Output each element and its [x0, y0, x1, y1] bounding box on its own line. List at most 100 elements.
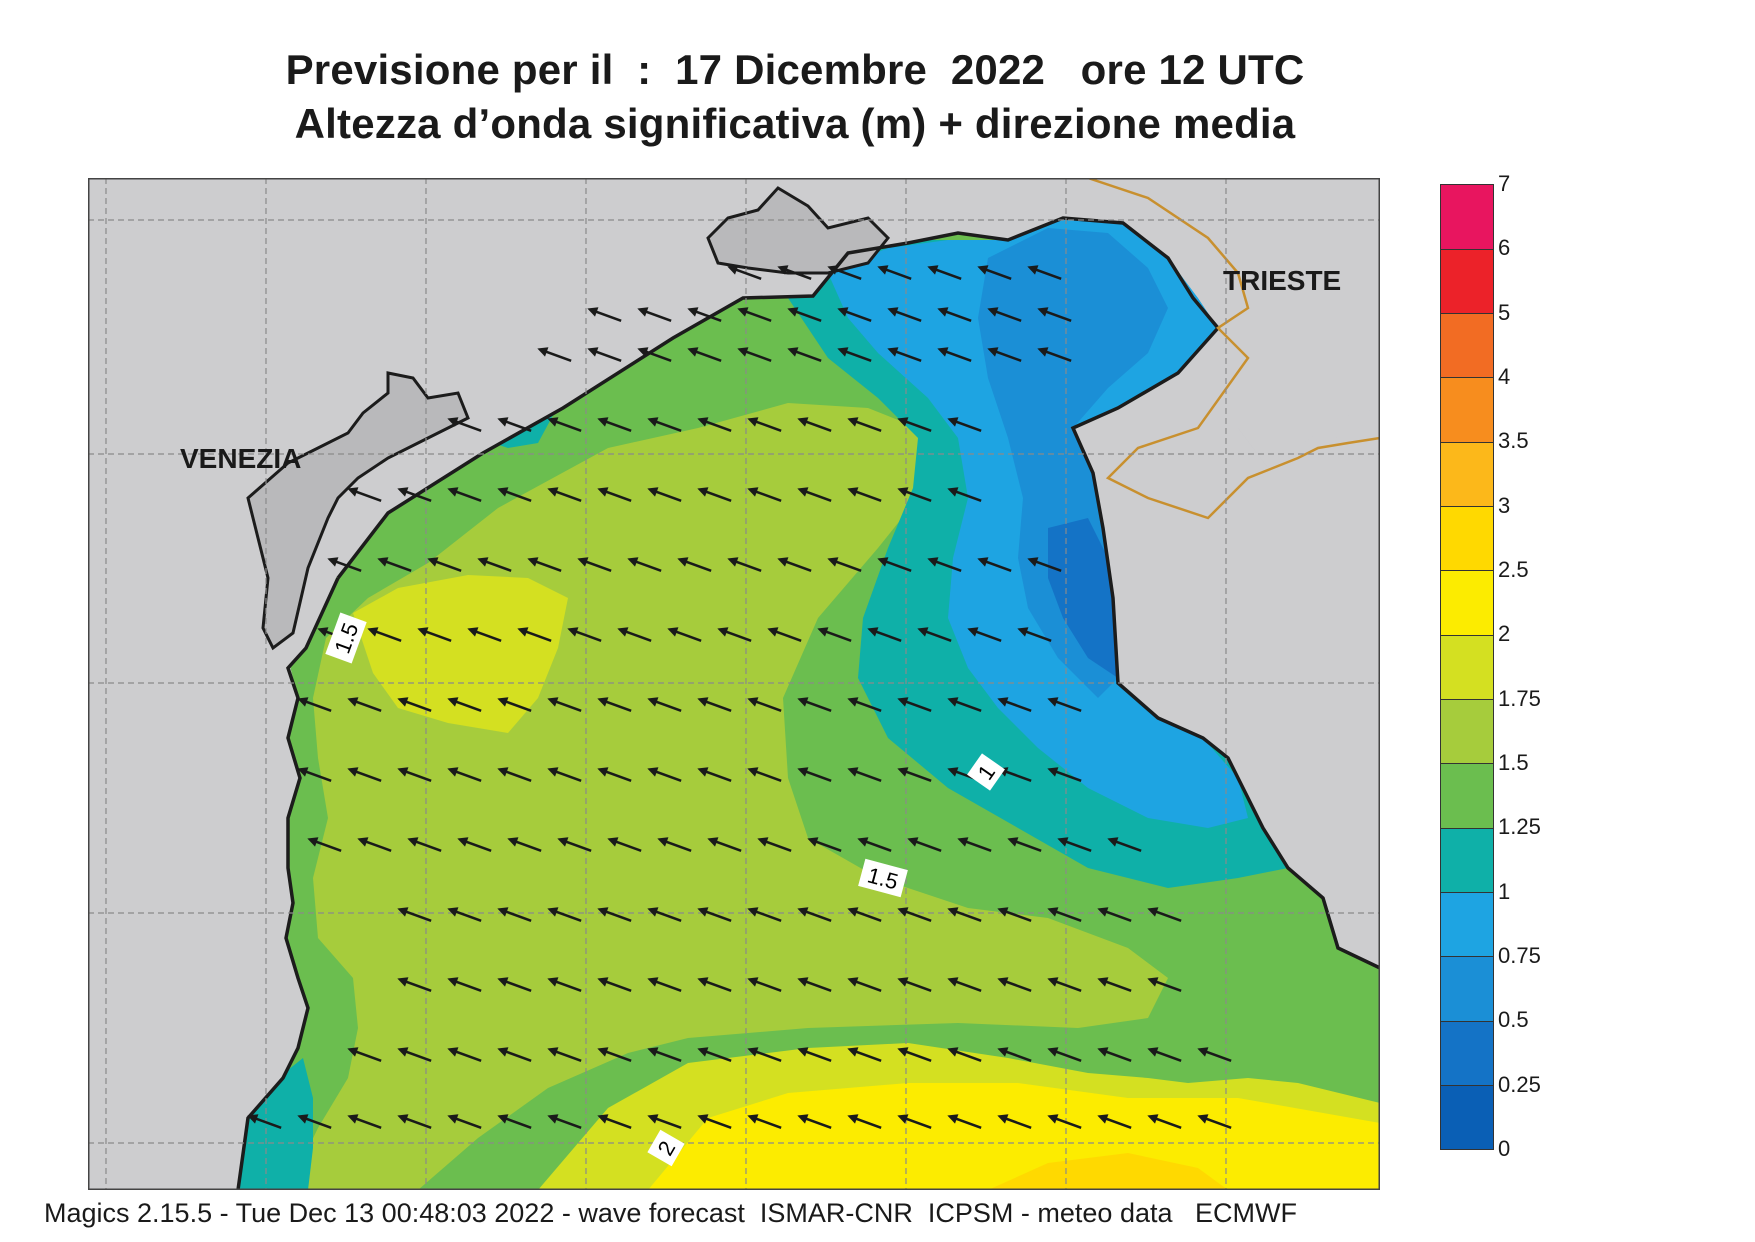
direction-arrow — [1047, 767, 1082, 782]
direction-arrow — [697, 767, 732, 782]
direction-arrow — [847, 1114, 882, 1129]
direction-arrow — [637, 347, 672, 362]
direction-arrow — [847, 977, 882, 992]
legend-swatch — [1440, 1020, 1494, 1087]
direction-arrow — [347, 697, 382, 712]
direction-arrow — [997, 1114, 1032, 1129]
direction-arrow — [327, 557, 362, 572]
legend-tick-label: 3 — [1498, 492, 1511, 518]
direction-arrow — [987, 307, 1022, 322]
direction-arrow — [797, 1114, 832, 1129]
legend-swatch — [1440, 312, 1494, 379]
direction-arrow — [957, 837, 992, 852]
direction-arrow — [877, 557, 912, 572]
legend-swatch — [1440, 634, 1494, 701]
direction-arrow — [1037, 347, 1072, 362]
direction-arrow — [847, 487, 882, 502]
direction-arrow — [857, 837, 892, 852]
direction-arrow — [1197, 1114, 1232, 1129]
direction-arrow — [1197, 1047, 1232, 1062]
legend-tick-label: 4 — [1498, 364, 1511, 389]
direction-arrow — [797, 417, 832, 432]
direction-arrow — [887, 307, 922, 322]
direction-arrow — [747, 907, 782, 922]
legend-swatch — [1440, 956, 1494, 1022]
direction-arrow — [917, 627, 952, 642]
direction-arrow — [1047, 1114, 1082, 1129]
direction-arrow — [697, 1114, 732, 1129]
direction-arrow — [597, 767, 632, 782]
direction-arrow — [947, 977, 982, 992]
direction-arrow — [747, 487, 782, 502]
direction-arrow — [677, 557, 712, 572]
direction-arrow — [647, 767, 682, 782]
direction-arrow — [1027, 557, 1062, 572]
direction-arrow — [447, 417, 482, 432]
direction-arrow — [687, 347, 722, 362]
direction-arrow — [397, 1047, 432, 1062]
direction-arrow — [407, 837, 442, 852]
venice-lagoon — [246, 371, 470, 651]
direction-arrow — [697, 487, 732, 502]
direction-arrow — [937, 347, 972, 362]
direction-arrow — [807, 837, 842, 852]
direction-arrow — [817, 627, 852, 642]
direction-arrow — [347, 767, 382, 782]
direction-arrow — [897, 1114, 932, 1129]
direction-arrow — [647, 1047, 682, 1062]
direction-arrow — [947, 697, 982, 712]
direction-arrow — [797, 487, 832, 502]
direction-arrow — [1147, 1114, 1182, 1129]
direction-arrow — [897, 487, 932, 502]
legend-tick-label: 6 — [1498, 235, 1511, 261]
legend-swatch — [1440, 184, 1494, 250]
legend-tick-label: 7 — [1498, 171, 1511, 196]
direction-arrow — [447, 977, 482, 992]
direction-arrow — [597, 1047, 632, 1062]
direction-arrow — [467, 627, 502, 642]
direction-arrow — [997, 1047, 1032, 1062]
direction-arrow — [747, 417, 782, 432]
legend-tick-label: 0.25 — [1498, 1071, 1541, 1097]
direction-arrow — [367, 627, 402, 642]
legend-tick-label: 0.75 — [1498, 943, 1541, 968]
direction-arrow — [987, 347, 1022, 362]
legend-tick-label: 2 — [1498, 621, 1511, 647]
legend-swatch — [1440, 891, 1494, 958]
direction-arrow — [1047, 977, 1082, 992]
legend-tick-label: 1.5 — [1498, 750, 1529, 775]
direction-arrow — [297, 697, 332, 712]
contour-label-4: 2 — [647, 1129, 685, 1167]
direction-arrow — [977, 265, 1012, 280]
direction-arrow — [797, 767, 832, 782]
direction-arrow — [397, 1114, 432, 1129]
direction-arrow — [937, 307, 972, 322]
direction-arrow — [457, 837, 492, 852]
legend-swatch — [1440, 570, 1494, 636]
direction-arrow — [647, 417, 682, 432]
direction-arrow — [797, 907, 832, 922]
legend-tick-label: 0 — [1498, 1136, 1511, 1161]
direction-arrow — [727, 265, 762, 280]
band-2-5-core — [988, 1153, 1228, 1190]
direction-arrow — [307, 837, 342, 852]
direction-arrow — [897, 1047, 932, 1062]
direction-arrow — [697, 977, 732, 992]
direction-arrow — [1147, 907, 1182, 922]
direction-arrow — [847, 767, 882, 782]
wave-height-map: 1.5 1 1.5 2 VENEZIA TRIESTE — [88, 178, 1380, 1190]
contour-label-3: 1.5 — [858, 858, 908, 898]
land-north — [88, 178, 1380, 668]
direction-arrow — [1107, 837, 1142, 852]
direction-arrow — [797, 977, 832, 992]
place-label-venezia: VENEZIA — [180, 443, 301, 474]
direction-arrow — [497, 1114, 532, 1129]
direction-arrow — [577, 557, 612, 572]
direction-arrow — [587, 347, 622, 362]
place-label-trieste: TRIESTE — [1223, 265, 1341, 296]
direction-arrow — [617, 627, 652, 642]
legend-swatch — [1440, 505, 1494, 572]
direction-arrow — [737, 307, 772, 322]
direction-arrow — [847, 697, 882, 712]
border-line — [1087, 178, 1380, 520]
